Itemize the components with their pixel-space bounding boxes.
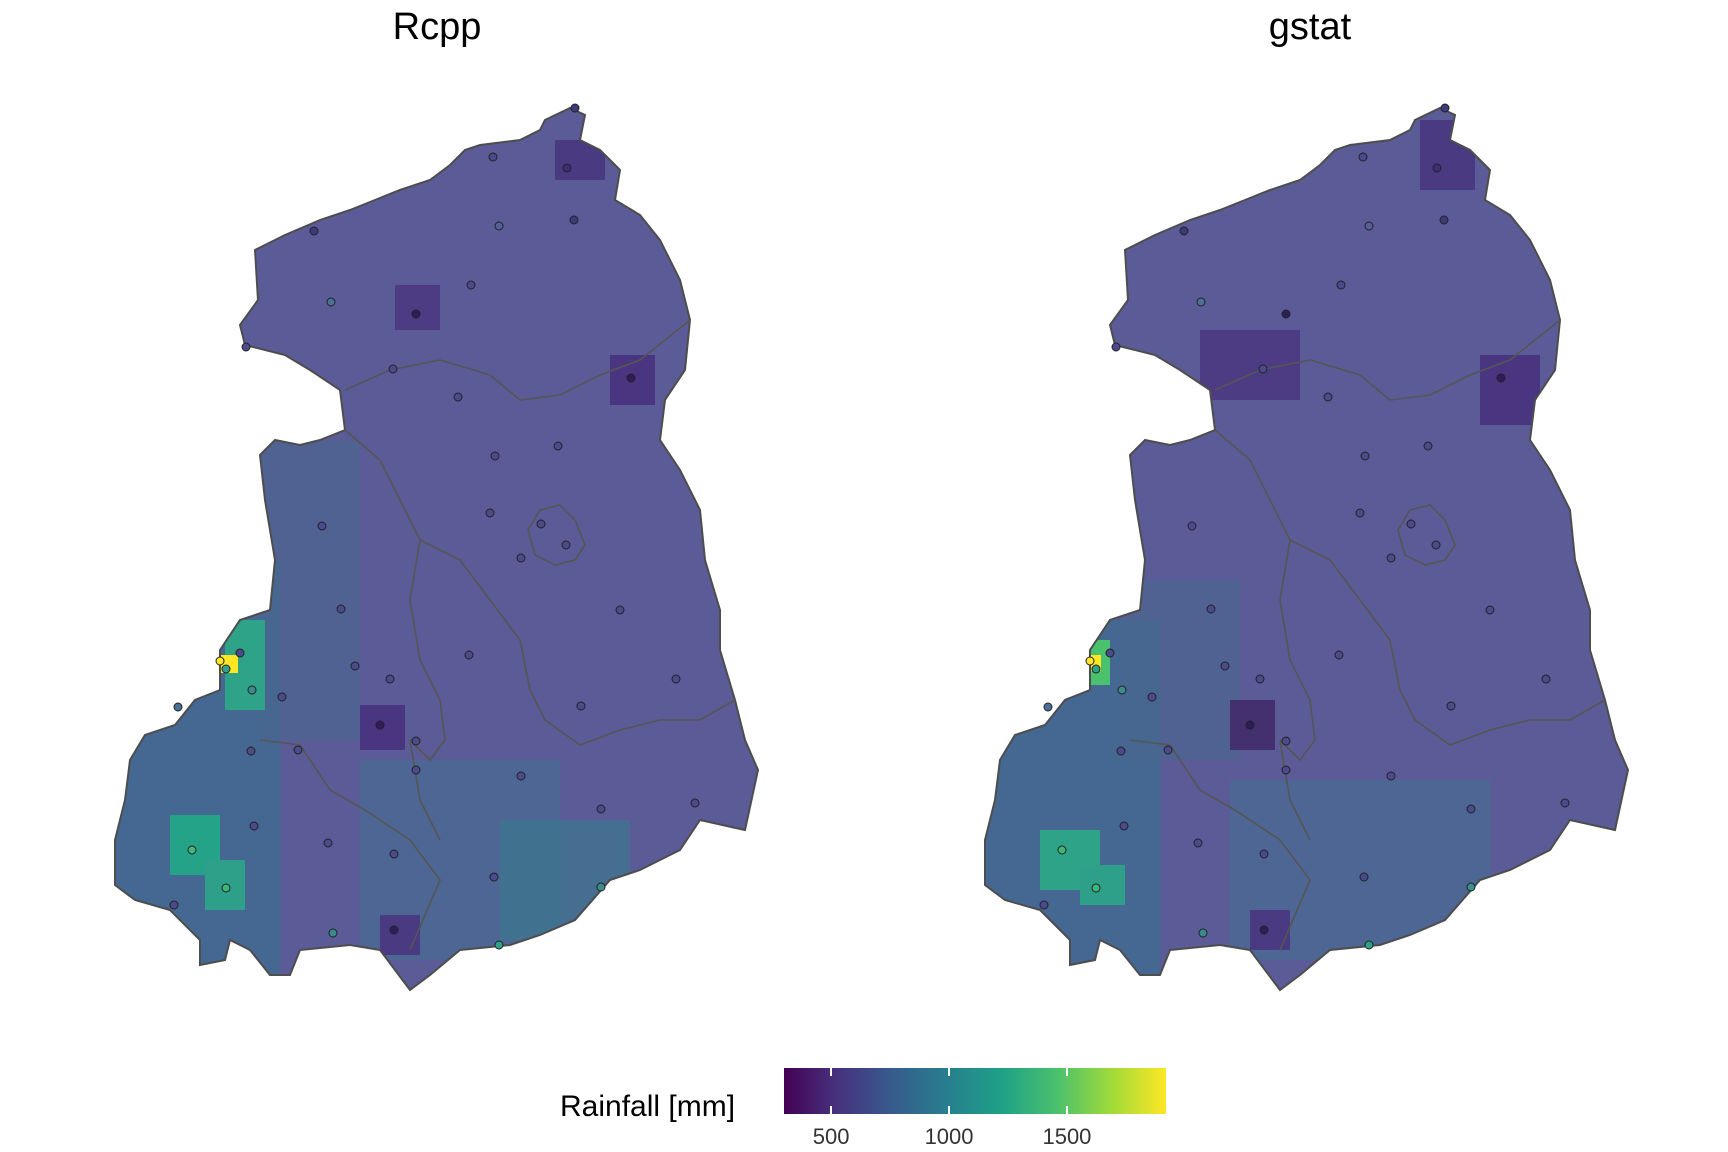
legend-colorbar [784, 1068, 1166, 1114]
legend-tick-label: 1000 [924, 1124, 974, 1149]
legend-tick-mark-top [830, 1068, 833, 1076]
stations-rcpp [169, 103, 700, 950]
legend-tick-label: 500 [812, 1124, 850, 1149]
legend-tick-mark-bottom [1065, 1106, 1068, 1114]
legend-tick-mark-bottom [830, 1106, 833, 1114]
map-rcpp [114, 103, 759, 991]
stations-gstat [1039, 103, 1570, 950]
legend-tick-mark-top [1065, 1068, 1068, 1076]
legend-tick-label: 1500 [1042, 1124, 1092, 1149]
panel-title-rcpp: Rcpp [392, 6, 482, 48]
map-gstat [984, 103, 1629, 991]
region-borders-rcpp [114, 107, 759, 991]
legend-title: Rainfall [mm] [560, 1090, 736, 1123]
panel-title-gstat: gstat [1268, 6, 1352, 48]
legend-tick-mark-top [948, 1068, 951, 1076]
region-borders-gstat [984, 107, 1629, 991]
legend-tick-mark-bottom [948, 1106, 951, 1114]
